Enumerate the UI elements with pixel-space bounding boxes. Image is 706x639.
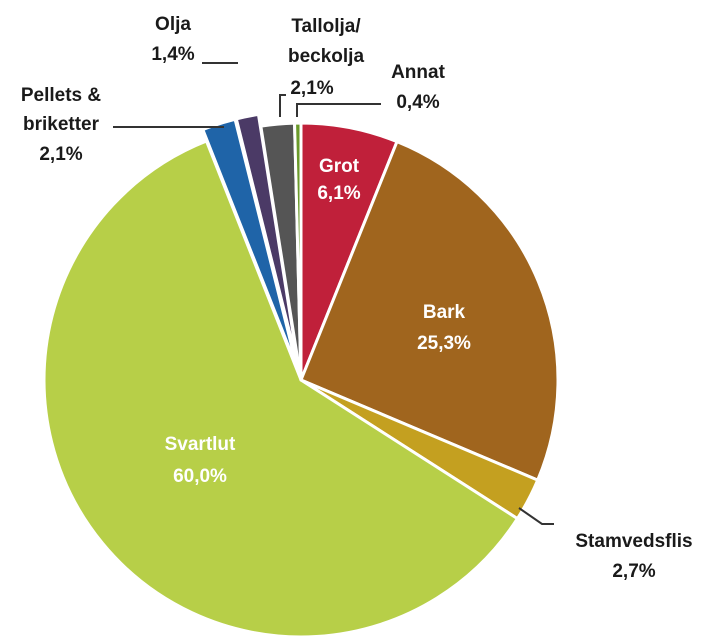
label-grot-name: Grot <box>319 156 360 177</box>
label-annat-value: 0,4% <box>396 92 439 113</box>
leader-lines <box>113 62 554 525</box>
label-pellets-name-2: briketter <box>23 114 100 135</box>
leader-stamvedsflis <box>518 507 554 525</box>
label-tallolja-name-1: Tallolja/ <box>291 16 361 37</box>
label-svartlut-name: Svartlut <box>165 434 236 455</box>
label-tallolja-value: 2,1% <box>290 78 333 99</box>
slice-labels: Grot 6,1% Bark 25,3% Stamvedsflis 2,7% S… <box>21 14 693 582</box>
label-annat-name: Annat <box>391 62 446 83</box>
label-tallolja-name-2: beckolja <box>288 46 364 67</box>
leader-annat <box>296 103 381 117</box>
label-bark-value: 25,3% <box>417 333 471 354</box>
label-pellets-value: 2,1% <box>39 144 82 165</box>
label-svartlut-value: 60,0% <box>173 466 227 487</box>
pie-slice-bark <box>299 140 560 482</box>
pie-slice-annat <box>293 121 303 382</box>
label-olja-value: 1,4% <box>151 44 194 65</box>
label-grot-value: 6,1% <box>317 183 360 204</box>
label-stamvedsflis-name: Stamvedsflis <box>575 531 692 552</box>
pie-slices <box>42 112 560 639</box>
label-pellets-name-1: Pellets & <box>21 85 102 106</box>
label-bark-name: Bark <box>423 302 466 323</box>
label-olja-name: Olja <box>155 14 191 35</box>
leader-tallolja <box>279 94 286 117</box>
label-stamvedsflis-value: 2,7% <box>612 561 655 582</box>
pie-slice-olja <box>234 112 301 370</box>
pie-slice-svartlut <box>42 139 519 639</box>
